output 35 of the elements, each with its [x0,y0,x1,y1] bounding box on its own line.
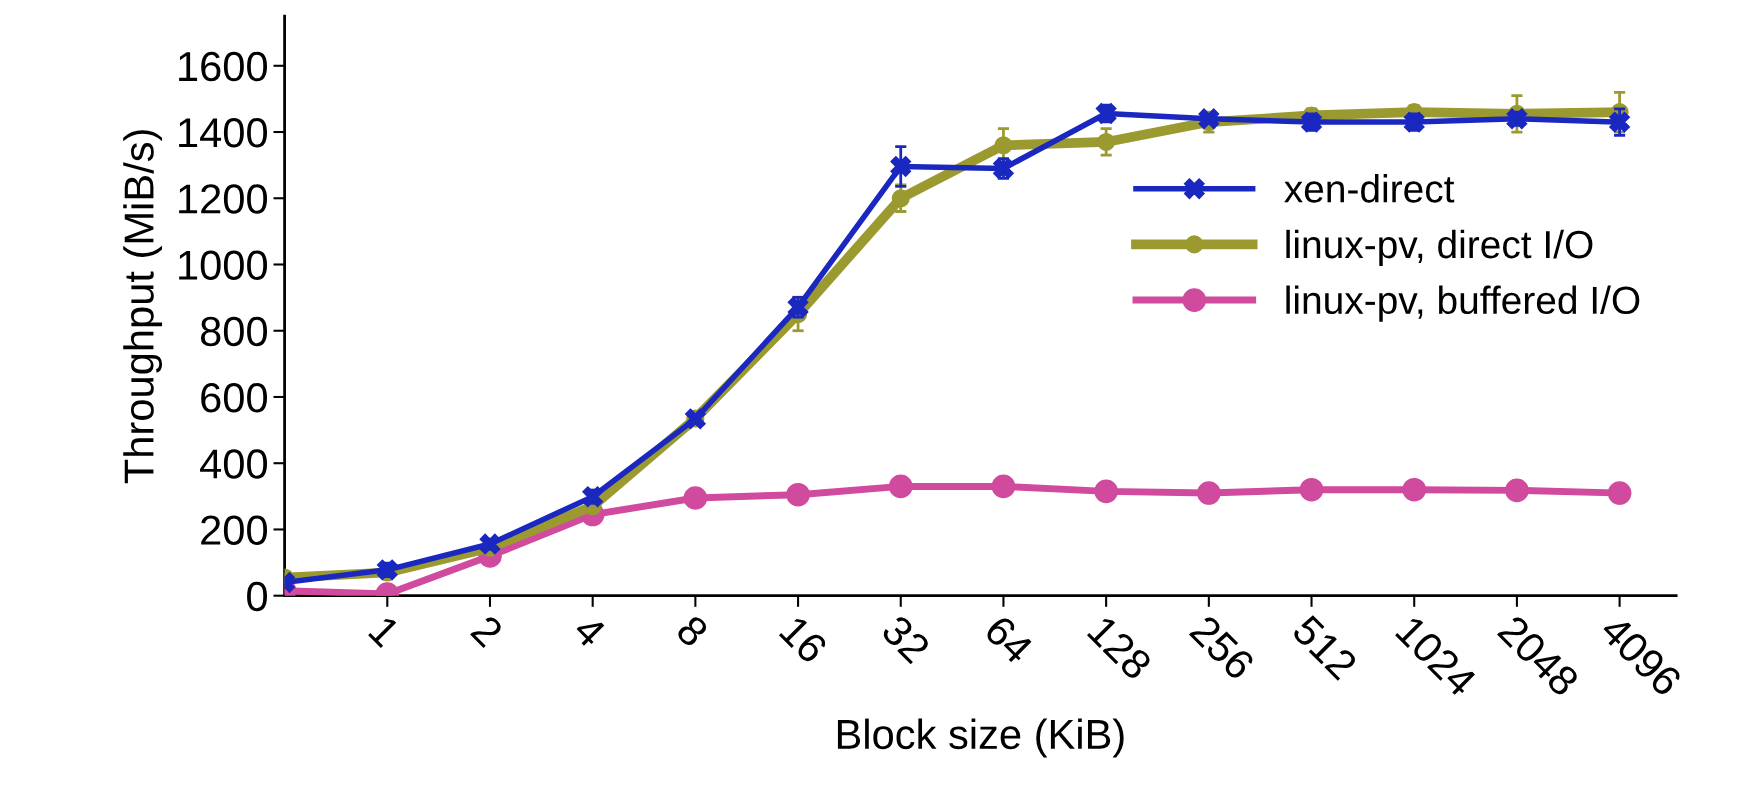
x-tick-label: 4 [572,613,608,649]
y-axis-title: Throughput (MiB/s) [123,130,163,484]
x-tick-label: 16 [778,614,829,665]
point [991,474,1016,499]
legend-label: xen-direct [1284,174,1455,203]
point [786,482,810,507]
x-tick-label: 512 [1291,613,1359,681]
x-axis-title: Block size (KiB) [837,718,1124,758]
y-tick-label: 1000 [179,250,268,281]
y-tick-label: 1600 [179,51,268,82]
x-tick-label: 8 [675,613,710,649]
y-tick-label: 800 [200,316,267,347]
point [1402,477,1427,502]
x-tick-label: 256 [1188,613,1256,682]
point [888,474,913,499]
x-tick-label: 1 [368,615,402,648]
point [1607,481,1632,505]
y-tick-label: 0 [247,581,267,612]
x-tick-label: 64 [983,613,1035,666]
legend-label: linux-pv, direct I/O [1286,229,1593,267]
y-tick-label: 200 [201,515,267,545]
y-tick-label: 1400 [179,118,268,148]
point [683,486,708,510]
point [1094,479,1118,504]
point [1505,478,1529,503]
point [1609,111,1631,133]
y-tick-label: 400 [200,449,267,479]
legend-label: linux-pv, buffered I/O [1286,285,1640,322]
point [1197,481,1221,505]
x-tick-label: 32 [880,613,932,665]
y-tick-label: 1200 [179,184,268,214]
point [1299,477,1324,502]
x-tick-label: 128 [1086,614,1154,682]
y-tick-label: 600 [201,382,267,413]
x-tick-label: 2 [470,613,505,648]
